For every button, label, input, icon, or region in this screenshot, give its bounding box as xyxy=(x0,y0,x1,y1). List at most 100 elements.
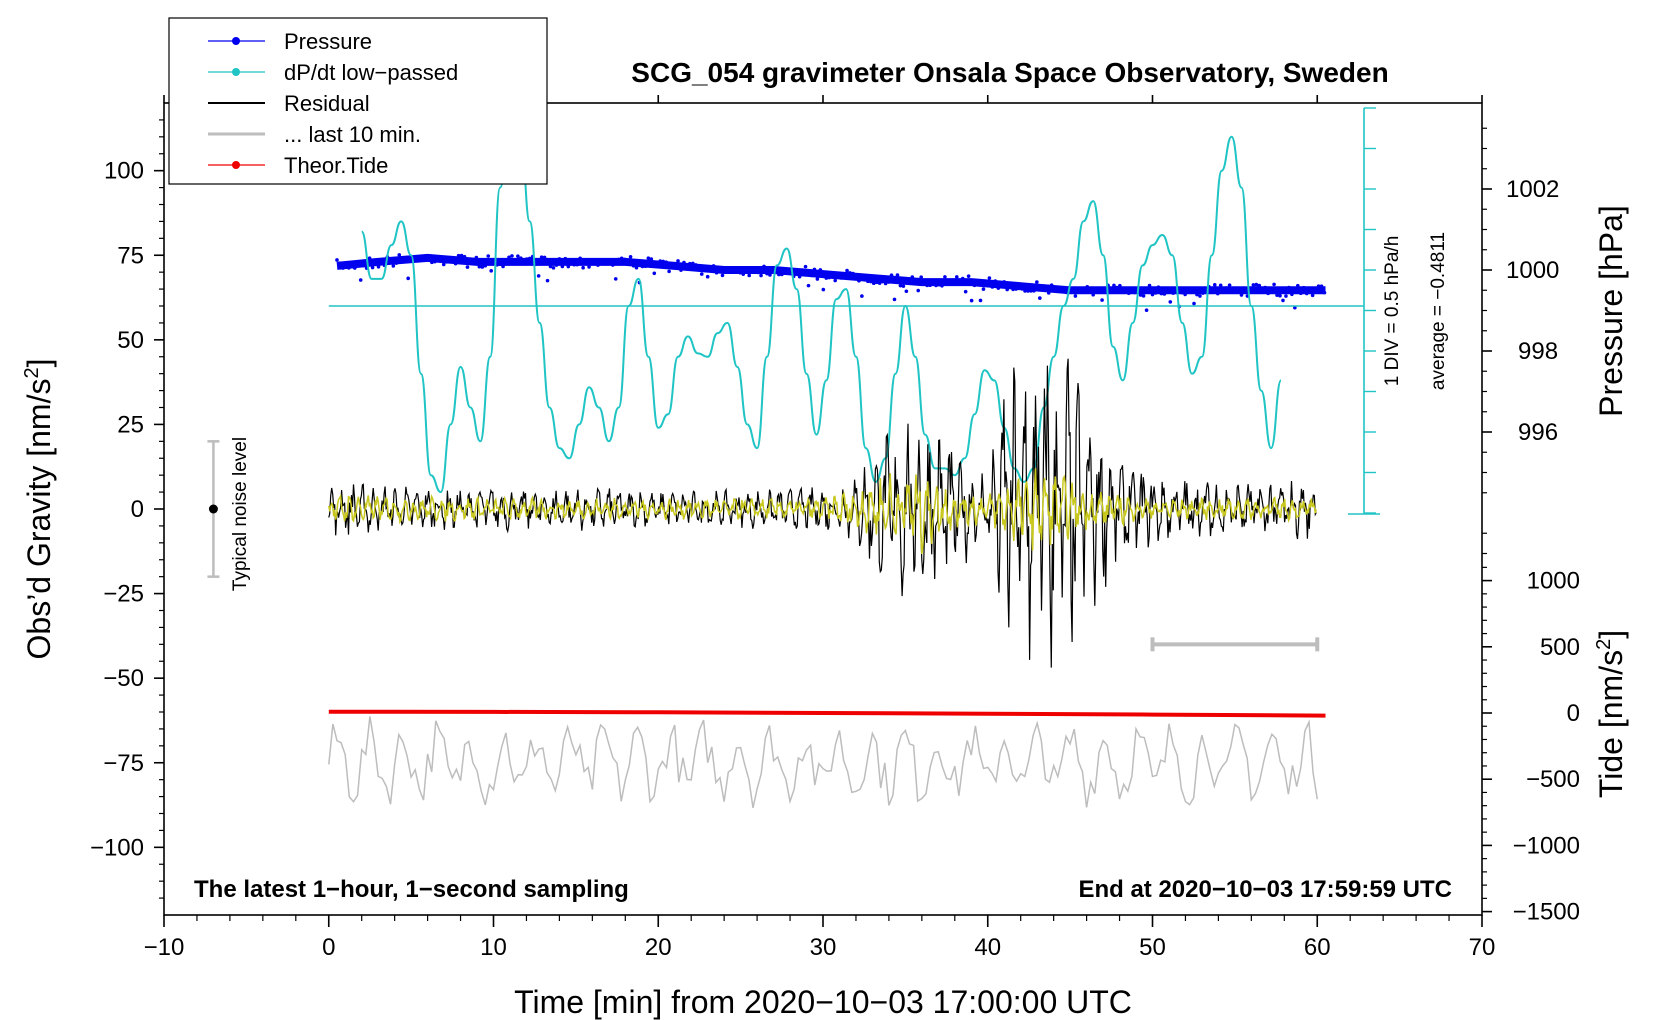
pressure-point xyxy=(1079,289,1084,293)
pressure-point xyxy=(554,263,559,267)
pressure-point xyxy=(658,259,663,263)
pressure-point xyxy=(477,264,482,269)
pressure-point xyxy=(735,270,740,274)
noise-level-label: Typical noise level xyxy=(230,437,251,591)
pressure-point xyxy=(605,262,609,266)
pressure-point xyxy=(952,280,956,284)
pressure-point xyxy=(352,266,357,270)
pressure-point xyxy=(694,263,698,267)
pressure-point xyxy=(1287,285,1291,290)
pressure-point xyxy=(489,269,493,273)
pressure-point xyxy=(1020,287,1024,291)
y-tick-label: 0 xyxy=(131,496,144,523)
pressure-point xyxy=(1212,283,1217,287)
pressure-point xyxy=(946,282,950,286)
pressure-point xyxy=(587,265,591,269)
pressure-point xyxy=(696,266,701,271)
pressure-point xyxy=(990,285,995,289)
pressure-point xyxy=(599,259,603,264)
pressure-point xyxy=(616,257,621,262)
pressure-point xyxy=(652,271,657,276)
pressure-point xyxy=(613,277,618,281)
pressure-point xyxy=(1109,287,1113,291)
pressure-point xyxy=(1310,293,1315,298)
pressure-point xyxy=(1043,287,1048,292)
pressure-point xyxy=(809,273,814,278)
pressure-point xyxy=(824,276,829,280)
pressure-point xyxy=(347,266,351,270)
pressure-point xyxy=(661,259,665,264)
pressure-series xyxy=(335,253,1327,312)
pressure-point xyxy=(1224,286,1229,290)
pressure-point xyxy=(1144,308,1149,312)
pressure-point xyxy=(957,278,962,283)
pressure-point xyxy=(836,274,840,279)
pressure-point xyxy=(631,263,636,268)
pressure-point xyxy=(539,255,544,260)
pressure-point xyxy=(1103,288,1107,292)
pressure-point xyxy=(441,262,446,267)
pressure-point xyxy=(954,275,959,279)
legend-marker xyxy=(232,37,240,45)
pressure-point xyxy=(1011,287,1015,292)
pressure-point xyxy=(1304,291,1309,296)
pressure-point xyxy=(803,264,808,269)
pressure-point xyxy=(1085,284,1090,289)
pressure-point xyxy=(575,262,579,267)
pressure-point xyxy=(1233,288,1238,293)
pressure-point xyxy=(1186,289,1190,293)
pressure-point xyxy=(937,282,941,287)
pressure-point xyxy=(714,270,719,275)
pressure-point xyxy=(1316,284,1321,288)
pressure-point xyxy=(1180,290,1184,295)
pressure-point xyxy=(863,277,867,282)
pressure-point xyxy=(1281,298,1285,303)
pressure-point xyxy=(1263,285,1267,290)
pressure-point xyxy=(361,263,366,268)
pressure-point xyxy=(1322,290,1327,295)
pressure-point xyxy=(1159,291,1164,296)
x-tick-label: 60 xyxy=(1304,934,1331,961)
pressure-point xyxy=(1192,301,1196,306)
pressure-point xyxy=(370,265,375,270)
pressure-point xyxy=(907,278,912,283)
y-tick-label: 25 xyxy=(117,411,144,438)
pressure-point xyxy=(1153,291,1158,295)
pressure-point xyxy=(406,276,410,281)
pressure-point xyxy=(619,256,624,261)
pressure-point xyxy=(418,255,422,260)
pressure-point xyxy=(720,273,725,278)
pressure-point xyxy=(886,280,891,284)
pressure-point xyxy=(655,263,660,268)
pressure-point xyxy=(1017,286,1021,291)
pressure-point xyxy=(625,262,630,266)
pressure-point xyxy=(578,256,582,261)
legend: Pressure dP/dt low−passed Residual ... last… xyxy=(168,17,548,185)
y-axis-title-end: ] xyxy=(21,359,57,368)
pressure-point xyxy=(691,261,695,266)
pressure-point xyxy=(1168,300,1173,304)
pressure-point xyxy=(640,264,645,269)
pressure-point xyxy=(504,258,508,263)
pressure-point xyxy=(842,275,846,279)
pressure-point xyxy=(1052,286,1057,291)
pressure-point xyxy=(1266,291,1270,296)
pressure-point xyxy=(341,266,345,270)
legend-marker xyxy=(232,161,240,169)
pressure-point xyxy=(747,273,751,278)
noise-bar-center xyxy=(208,504,218,514)
plot-area xyxy=(207,108,1364,809)
pressure-point xyxy=(1284,294,1288,298)
pressure-point xyxy=(904,289,909,294)
x-tick-label: 10 xyxy=(480,934,507,961)
pressure-point xyxy=(744,267,749,272)
sampling-note: The latest 1−hour, 1−second sampling xyxy=(194,876,629,903)
pressure-point xyxy=(450,256,455,260)
pressure-point xyxy=(649,257,654,261)
pressure-point xyxy=(453,261,458,266)
tide-tick-label: −1000 xyxy=(1513,832,1580,859)
pressure-point xyxy=(679,268,683,272)
pressure-point xyxy=(1221,289,1226,294)
pressure-point xyxy=(1156,285,1161,289)
pressure-point xyxy=(563,256,568,261)
